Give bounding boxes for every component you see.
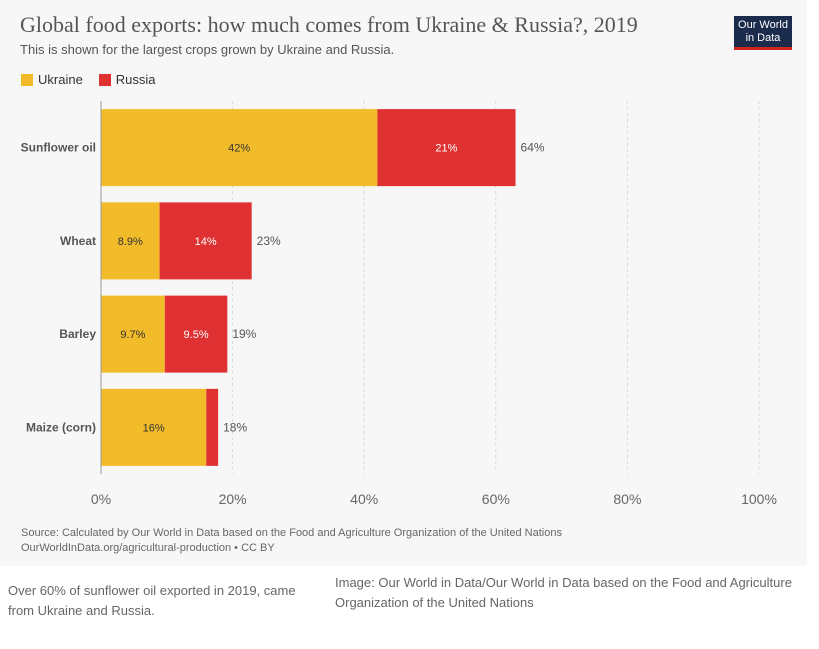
logo-line-1: Our World (738, 19, 788, 31)
image-credit: Image: Our World in Data/Our World in Da… (335, 575, 792, 610)
x-tick-label: 80% (613, 491, 641, 507)
chart-legend: Ukraine Russia (21, 72, 172, 87)
bar-chart: 0% 20% 40% 60% 80% 100% Sunflower oil 42% 21% 64%… (21, 101, 777, 507)
data-label-russia-sunflower-oil: 21% (435, 143, 457, 155)
bar-ukraine-barley (101, 295, 165, 373)
x-tick-label: 20% (219, 491, 247, 507)
legend-item-russia[interactable]: Russia (98, 72, 156, 87)
bar-ukraine-maize-corn (101, 388, 207, 466)
owid-logo[interactable]: Our World in Data (734, 16, 792, 50)
bar-ukraine-sunflower-oil (101, 109, 378, 187)
data-label-ukraine-sunflower-oil: 42% (228, 143, 250, 155)
chart-panel: Global food exports: how much comes from… (20, 12, 792, 556)
category-label-sunflower-oil: Sunflower oil (21, 141, 96, 155)
x-tick-label: 60% (482, 491, 510, 507)
bar-russia-sunflower-oil (377, 109, 516, 187)
total-label-barley: 19% (232, 327, 256, 341)
source-line-1: Source: Calculated by Our World in Data … (21, 527, 562, 539)
total-label-wheat: 23% (257, 234, 281, 248)
data-label-russia-wheat: 14% (195, 236, 217, 248)
data-label-ukraine-maize-corn: 16% (143, 422, 165, 434)
total-label-sunflower-oil: 64% (521, 141, 545, 155)
legend-label-russia: Russia (115, 72, 156, 87)
legend-label-ukraine: Ukraine (38, 72, 83, 87)
x-tick-label: 100% (741, 491, 777, 507)
category-label-wheat: Wheat (60, 234, 96, 248)
chart-subtitle: This is shown for the largest crops grow… (20, 42, 395, 57)
bar-ukraine-wheat (101, 202, 160, 280)
legend-item-ukraine[interactable]: Ukraine (21, 72, 83, 87)
x-tick-label: 40% (350, 491, 378, 507)
bar-russia-maize-corn (206, 388, 219, 466)
source-line-2[interactable]: OurWorldInData.org/agricultural-producti… (21, 542, 275, 554)
total-label-maize-corn: 18% (223, 420, 247, 434)
chart-title: Global food exports: how much comes from… (20, 12, 638, 37)
data-label-ukraine-barley: 9.7% (120, 329, 145, 341)
legend-swatch-ukraine (21, 73, 33, 86)
category-label-barley: Barley (59, 327, 96, 341)
chart-source: Source: Calculated by Our World in Data … (21, 526, 562, 556)
legend-swatch-russia (98, 73, 111, 86)
data-label-ukraine-wheat: 8.9% (118, 236, 143, 248)
category-label-maize-corn: Maize (corn) (26, 420, 96, 434)
bar-russia-barley (164, 295, 228, 373)
x-tick-label: 0% (91, 491, 111, 507)
data-label-russia-barley: 9.5% (184, 329, 209, 341)
image-caption: Over 60% of sunflower oil exported in 20… (8, 583, 296, 618)
bar-russia-wheat (159, 202, 252, 280)
logo-line-2: in Data (745, 32, 781, 44)
